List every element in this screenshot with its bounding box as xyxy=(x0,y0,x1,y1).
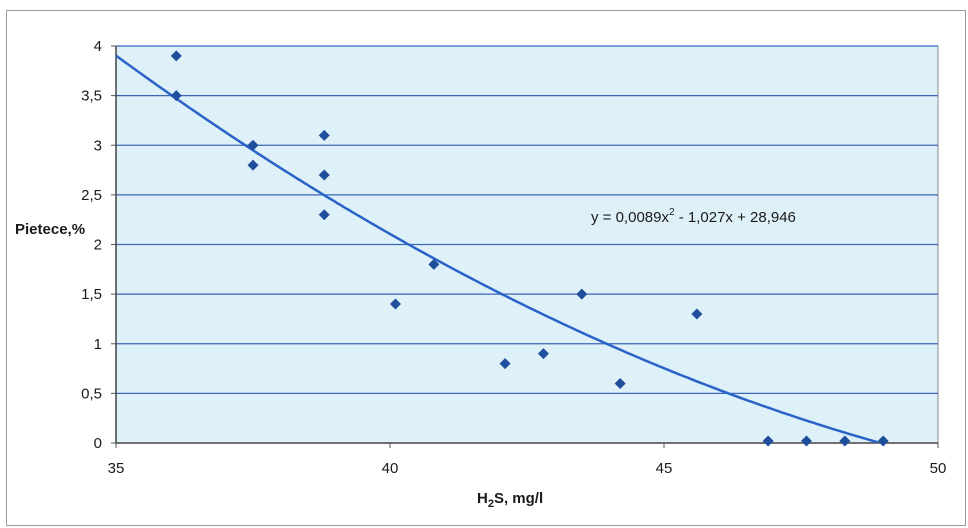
axes xyxy=(115,46,938,444)
gridlines xyxy=(111,45,939,448)
y-tick-label: 4 xyxy=(94,38,102,55)
x-tick-label: 35 xyxy=(108,460,125,477)
data-point xyxy=(247,159,259,171)
data-point xyxy=(318,209,330,221)
data-point xyxy=(839,435,851,447)
x-axis-title-rest: S, mg/l xyxy=(494,490,543,507)
y-tick-label: 3 xyxy=(94,137,102,154)
chart-svg: 00,511,522,533,54 35 40 45 50 Pietece,% H2S… xyxy=(15,38,947,510)
data-point xyxy=(170,90,182,102)
data-point xyxy=(800,435,812,447)
trendline xyxy=(115,54,879,444)
y-tick-label: 2 xyxy=(94,237,102,254)
data-point xyxy=(428,258,440,270)
x-tick-label: 50 xyxy=(930,460,947,477)
equation-suffix: - 1,027x + 28,946 xyxy=(675,209,796,226)
x-axis-title: H2S, mg/l xyxy=(477,490,543,510)
data-points xyxy=(170,50,889,447)
data-point xyxy=(318,129,330,141)
trendline-equation: y = 0,0089x2 - 1,027x + 28,946 xyxy=(591,207,796,226)
y-axis-title: Pietece,% xyxy=(15,221,85,238)
chart-frame: 0 0,5 1 1,5 2 2,5 3 3,5 4 35 40 45 50 Pietece,% H2S… xyxy=(6,10,966,526)
x-axis-title-main: H xyxy=(477,490,488,507)
data-point xyxy=(499,358,511,370)
data-point xyxy=(762,435,774,447)
data-point xyxy=(318,169,330,181)
equation-exponent: 2 xyxy=(669,207,675,218)
y-tick-label: 0,5 xyxy=(81,385,102,402)
data-point xyxy=(691,308,703,320)
data-point xyxy=(614,377,626,389)
x-tick-label: 40 xyxy=(382,460,399,477)
y-tick-label: 2,5 xyxy=(81,187,102,204)
data-point xyxy=(389,298,401,310)
y-tick-label: 3,5 xyxy=(81,88,102,105)
equation-prefix: y = 0,0089x xyxy=(591,209,669,226)
y-tick-labels: 0 0,5 1 1,5 2 2,5 3 3,5 4 xyxy=(81,38,102,452)
x-tick-labels: 35 40 45 50 xyxy=(108,460,947,477)
data-point xyxy=(877,435,889,447)
y-tick-label: 1 xyxy=(94,336,102,353)
data-point xyxy=(170,50,182,62)
data-point xyxy=(537,348,549,360)
x-tick-label: 45 xyxy=(656,460,673,477)
y-tick-label: 0 xyxy=(94,435,102,452)
x-axis-title-subscript: 2 xyxy=(488,498,494,510)
y-tick-label: 1,5 xyxy=(81,286,102,303)
data-point xyxy=(576,288,588,300)
data-point xyxy=(247,139,259,151)
